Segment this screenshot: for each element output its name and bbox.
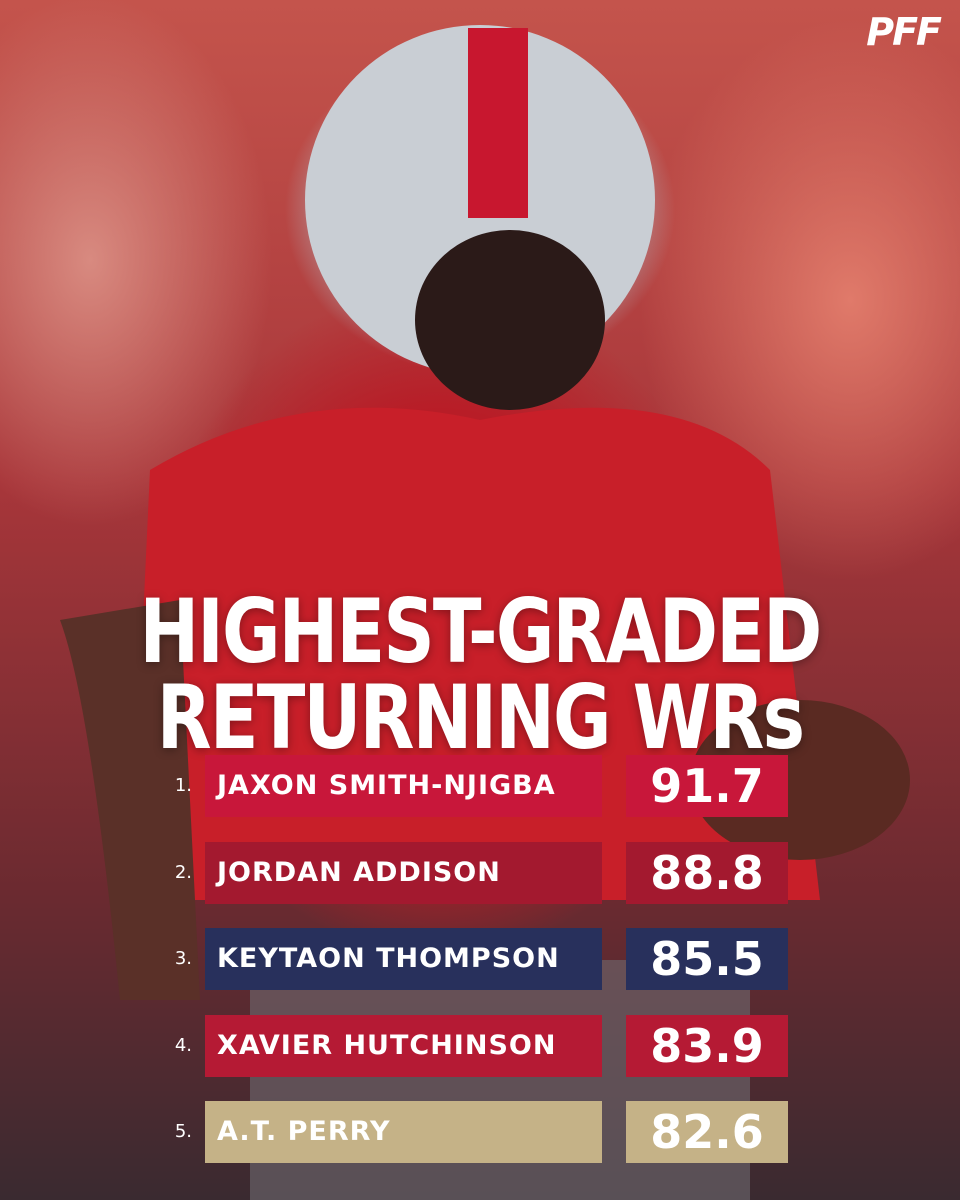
- rank: 4.: [174, 1034, 192, 1056]
- grade: 91.7: [626, 755, 788, 817]
- rank: 1.: [174, 775, 192, 796]
- arm: [60, 600, 200, 1000]
- grade: 83.9: [626, 1014, 788, 1077]
- football: [690, 700, 910, 860]
- grade: 85.5: [626, 928, 788, 990]
- rank: 3.: [174, 948, 192, 969]
- player-name: JAXON SMITH-NJIGBA: [205, 755, 602, 817]
- grade: 82.6: [626, 1101, 788, 1163]
- helmet-stripe: [468, 28, 528, 218]
- player-name: XAVIER HUTCHINSON: [205, 1014, 602, 1077]
- player-name: KEYTAON THOMPSON: [205, 928, 602, 990]
- grade: 88.8: [626, 841, 788, 904]
- pants: [250, 960, 750, 1200]
- rank: 2.: [174, 861, 192, 883]
- player-name: A.T. PERRY: [205, 1101, 602, 1163]
- title: HIGHEST-GRADED: [139, 580, 822, 683]
- face: [415, 230, 605, 410]
- logo: PFF: [866, 10, 942, 54]
- title: RETURNING WRs: [156, 666, 805, 769]
- player-name: JORDAN ADDISON: [205, 841, 602, 904]
- rank: 5.: [174, 1121, 192, 1142]
